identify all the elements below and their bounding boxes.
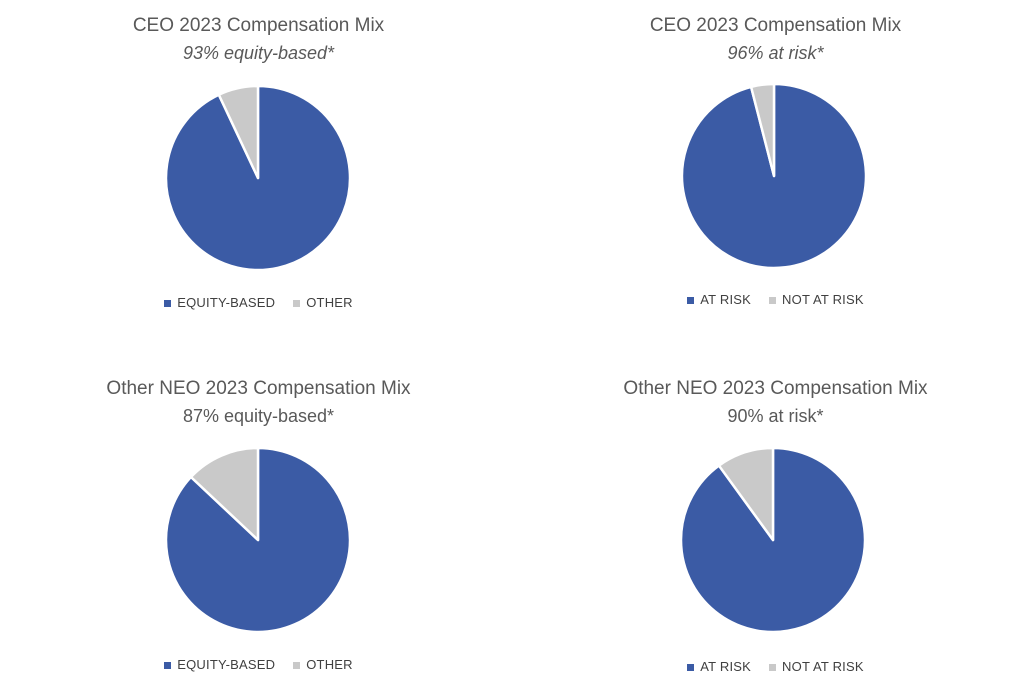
legend-swatch — [293, 661, 301, 669]
pie-slice-equity-based — [164, 84, 352, 272]
chart-subtitle: 96% at risk* — [727, 43, 824, 63]
legend-item: AT RISK — [687, 292, 751, 308]
legend-swatch — [769, 296, 777, 304]
pie-chart — [164, 84, 352, 272]
pie-slice-other — [217, 84, 260, 180]
chart-legend: EQUITY-BASED OTHER — [0, 295, 517, 311]
legend-swatch — [769, 663, 777, 671]
legend-label: NOT AT RISK — [782, 292, 864, 307]
chart-legend: AT RISK NOT AT RISK — [517, 659, 1034, 675]
legend-label: AT RISK — [700, 659, 752, 674]
pie-slice-not-at-risk — [749, 82, 776, 178]
pie-chart — [679, 446, 867, 634]
chart-legend: AT RISK NOT AT RISK — [517, 292, 1034, 308]
chart-title: CEO 2023 Compensation Mix — [132, 15, 385, 36]
chart-subtitle: 90% at risk* — [727, 406, 824, 426]
legend-swatch — [164, 661, 172, 669]
legend-item: EQUITY-BASED — [164, 657, 275, 673]
legend-label: AT RISK — [700, 292, 752, 307]
legend-swatch — [687, 663, 695, 671]
chart-subtitle: 87% equity-based* — [182, 406, 335, 426]
pie-chart — [680, 82, 868, 270]
chart-legend: EQUITY-BASED OTHER — [0, 657, 517, 673]
legend-item: AT RISK — [687, 659, 751, 675]
legend-item: OTHER — [293, 657, 353, 673]
legend-swatch — [293, 299, 301, 307]
chart-neo-at-risk: Other NEO 2023 Compensation Mix 90% at r… — [517, 346, 1034, 692]
legend-label: OTHER — [306, 657, 353, 672]
chart-neo-equity: Other NEO 2023 Compensation Mix 87% equi… — [0, 346, 517, 692]
legend-swatch — [687, 296, 695, 304]
legend-label: OTHER — [306, 295, 353, 310]
legend-item: NOT AT RISK — [769, 659, 864, 675]
pie-slice-not-at-risk — [717, 446, 775, 542]
pie-chart — [164, 446, 352, 634]
legend-label: EQUITY-BASED — [177, 657, 276, 672]
legend-label: NOT AT RISK — [782, 659, 864, 674]
chart-title: CEO 2023 Compensation Mix — [649, 15, 902, 36]
chart-title: Other NEO 2023 Compensation Mix — [623, 378, 928, 399]
legend-item: EQUITY-BASED — [164, 295, 275, 311]
chart-subtitle: 93% equity-based* — [182, 43, 335, 63]
legend-label: EQUITY-BASED — [177, 295, 276, 310]
pie-slice-other — [189, 446, 260, 542]
legend-item: OTHER — [293, 295, 353, 311]
legend-swatch — [164, 299, 172, 307]
chart-ceo-equity: CEO 2023 Compensation Mix 93% equity-bas… — [0, 0, 517, 346]
legend-item: NOT AT RISK — [769, 292, 864, 308]
chart-ceo-at-risk: CEO 2023 Compensation Mix 96% at risk* A… — [517, 0, 1034, 346]
chart-title: Other NEO 2023 Compensation Mix — [106, 378, 411, 399]
